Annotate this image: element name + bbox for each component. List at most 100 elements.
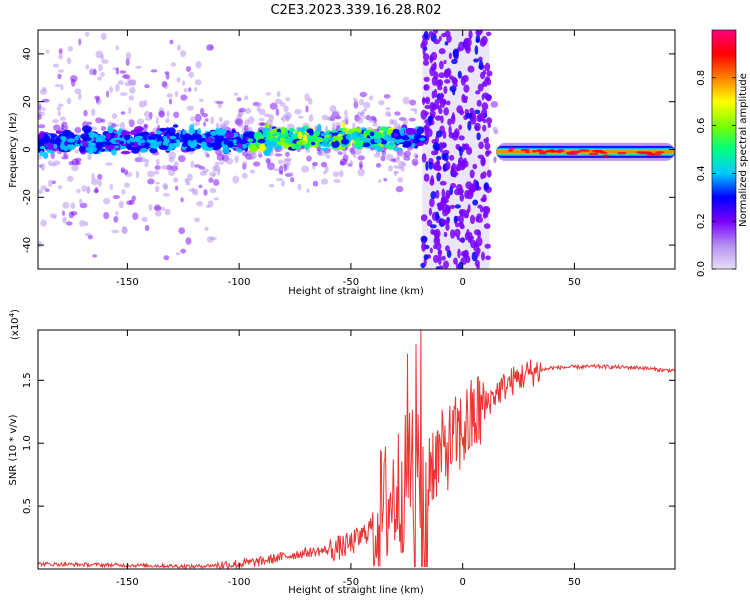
spectrogram-cell (131, 195, 136, 202)
spectrogram-cell (109, 86, 113, 93)
spectrogram-cell (617, 151, 627, 155)
spectrogram-cell (61, 210, 66, 216)
spectrogram-cell (468, 187, 474, 193)
spectrogram-cell (232, 175, 240, 184)
spectrogram-cell (91, 173, 95, 180)
spectrogram-cell (40, 163, 46, 171)
spectrogram-cell (268, 114, 275, 122)
colorbar-tick-label: 0.0 (696, 261, 707, 277)
spectrogram-cell (449, 154, 455, 161)
spectrogram-cell (98, 134, 106, 140)
spectrogram-cell (105, 132, 112, 140)
spectrogram-cell (441, 33, 447, 38)
spectrogram-cell (279, 101, 286, 107)
spectrogram-cell (97, 173, 103, 180)
spectrogram-cell (268, 183, 275, 188)
spectrogram-cell (458, 238, 465, 243)
spectrogram-cell (474, 259, 480, 267)
spectrogram-cell (357, 168, 365, 177)
spectrogram-cell (448, 52, 452, 60)
spectrogram-cell (168, 168, 176, 176)
spectrogram-cell (420, 235, 428, 244)
spectrogram-cell (265, 157, 271, 164)
spectrogram-cell (285, 143, 291, 148)
spectrogram-cell (305, 105, 309, 113)
spectrogram-cell (159, 206, 166, 211)
spectrogram-cell (433, 244, 437, 249)
spectrogram-cell (325, 154, 331, 159)
spectrogram-cell (335, 136, 343, 140)
spectrogram-cell (53, 63, 59, 68)
spectrogram-cell (483, 78, 488, 87)
spectrogram-cell (119, 92, 128, 96)
spectrogram-cell (144, 110, 151, 118)
spectrogram-cell (59, 116, 66, 121)
spectrogram-cell (135, 170, 140, 179)
spectrogram-cell (42, 151, 49, 159)
spectrogram-cell (155, 181, 160, 185)
spectrogram-cell (144, 84, 150, 89)
spectrogram-cell (275, 108, 280, 116)
spectrogram-cell (41, 107, 46, 112)
spectrogram-cell (149, 111, 153, 119)
spectrogram-cell (233, 92, 239, 96)
spectrogram-cell (463, 95, 469, 100)
spectrogram-cell (438, 72, 446, 79)
spectrogram-y-tick-label: -40 (22, 237, 33, 253)
spectrogram-cell (430, 191, 437, 200)
spectrogram-cell (97, 180, 102, 187)
spectrogram-cell (244, 95, 249, 101)
spectrogram-cell (374, 138, 382, 144)
spectrogram-cell (440, 142, 446, 149)
spectrogram-cell (128, 95, 135, 101)
colorbar-ticks: 0.0 0.2 0.4 0.6 0.8 (696, 70, 736, 277)
spectrogram-cell (435, 130, 443, 138)
spectrogram-cell (459, 147, 463, 157)
spectrogram-cell (468, 30, 473, 39)
spectrogram-cell (258, 118, 265, 121)
spectrogram-cell (180, 94, 188, 101)
spectrogram-cell (38, 241, 43, 248)
spectrogram-cell (133, 141, 139, 148)
spectrogram-cell (435, 211, 440, 221)
spectrogram-cell (215, 128, 224, 136)
spectrogram-cell (445, 245, 450, 252)
spectrogram-cell (394, 170, 398, 177)
spectrogram-cell (441, 188, 446, 198)
spectrogram-cell (332, 171, 340, 178)
spectrogram-cell (185, 182, 191, 186)
spectrogram-cell (443, 152, 449, 162)
spectrogram-cell (172, 124, 179, 128)
spectrogram-cell (264, 144, 275, 148)
spectrogram-cell (181, 142, 188, 148)
spectrogram-cell (158, 110, 166, 118)
spectrogram-cell (297, 183, 302, 191)
spectrogram-cell (493, 156, 497, 163)
spectrogram-cell (139, 139, 146, 144)
spectrogram-cell (192, 134, 202, 140)
spectrogram-cell (294, 109, 302, 115)
snr-series-line (38, 330, 675, 569)
spectrogram-cell (349, 159, 353, 167)
spectrogram-cell (192, 142, 197, 147)
spectrogram-cell (147, 178, 155, 185)
spectrogram-cell (96, 141, 103, 150)
spectrogram-cell (453, 131, 460, 138)
spectrogram-cell (476, 30, 483, 36)
spectrogram-cell (411, 158, 419, 166)
spectrogram-cell (125, 52, 132, 60)
spectrogram-cell (292, 133, 299, 139)
spectrogram-cell (155, 116, 159, 125)
spectrogram-cell (210, 116, 215, 125)
spectrogram-cell (155, 159, 160, 166)
spectrogram-cell (172, 112, 178, 117)
spectrogram-cell (394, 111, 401, 116)
spectrogram-cell (166, 164, 172, 171)
snr-x-tick-label: -150 (116, 577, 139, 588)
spectrogram-cell (478, 60, 484, 70)
spectrogram-cell (433, 254, 439, 264)
spectrogram-cell (119, 121, 126, 130)
spectrogram-cell (100, 126, 107, 131)
spectrogram-cell (100, 72, 105, 77)
spectrogram-cell (310, 141, 316, 146)
